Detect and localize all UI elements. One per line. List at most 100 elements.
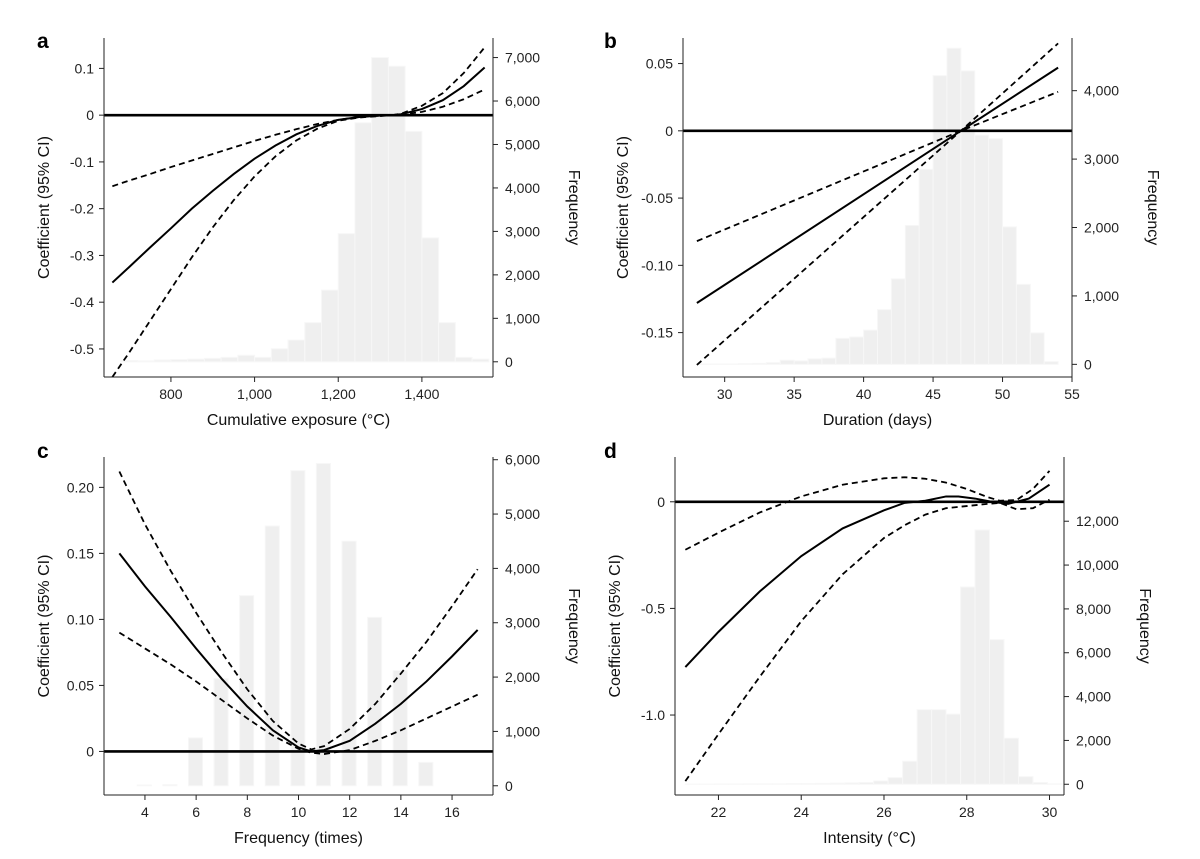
y2-tick-label: 0 — [1084, 356, 1092, 372]
y2-axis-title: Frequency — [1144, 170, 1161, 246]
histogram-bar — [890, 278, 906, 365]
histogram-bar — [945, 713, 962, 785]
histogram-bar — [454, 356, 473, 363]
histogram-bar — [765, 362, 781, 365]
histogram-bar — [387, 65, 406, 363]
histogram-bar — [974, 134, 990, 365]
ci-series-line — [684, 498, 1050, 782]
histogram-bar — [858, 782, 875, 785]
y2-tick-label: 4,000 — [1084, 83, 1119, 99]
y2-tick-label: 5,000 — [505, 506, 540, 522]
histogram-bar — [162, 784, 178, 787]
histogram-bar — [1032, 782, 1048, 785]
histogram-bar — [751, 362, 767, 365]
y2-tick-label: 0 — [1076, 776, 1084, 792]
y2-axis-title: Frequency — [565, 588, 582, 664]
histogram-d — [684, 529, 1063, 785]
y2-tick-label: 5,000 — [505, 136, 540, 152]
y-tick-label: -0.4 — [70, 294, 94, 310]
y-axis-title: Coefficient (95% CI) — [36, 555, 53, 698]
y-tick-label: -0.5 — [70, 341, 94, 357]
histogram-bar — [237, 354, 256, 363]
histogram-bar — [904, 224, 920, 365]
x-tick-label: 800 — [159, 386, 183, 402]
histogram-bar — [203, 357, 222, 363]
ci-series-line — [111, 88, 486, 378]
x-tick-label: 4 — [141, 804, 149, 820]
x-tick-label: 35 — [786, 386, 802, 402]
x-tick-label: 10 — [291, 804, 307, 820]
histogram-bar — [136, 784, 152, 787]
y-tick-label: 0.1 — [75, 60, 95, 76]
y-tick-label: 0.10 — [67, 611, 94, 627]
histogram-bar — [120, 359, 138, 363]
y-tick-label: -0.10 — [641, 257, 673, 273]
y2-tick-label: 0 — [505, 354, 513, 370]
x-tick-label: 14 — [393, 804, 409, 820]
histogram-bar — [187, 358, 205, 363]
histogram-bar — [877, 309, 892, 365]
histogram-bar — [290, 470, 306, 787]
y2-tick-label: 12,000 — [1076, 513, 1119, 529]
y-tick-label: 0.15 — [67, 545, 94, 561]
histogram-bar — [988, 138, 1004, 365]
histogram-bar — [849, 336, 865, 365]
ci-series-line — [112, 46, 486, 188]
histogram-bar — [371, 57, 389, 363]
x-tick-label: 24 — [793, 804, 809, 820]
y-tick-label: 0.05 — [67, 677, 94, 693]
y2-tick-label: 2,000 — [1076, 732, 1111, 748]
histogram-bar — [421, 237, 440, 363]
histogram-bar — [404, 130, 423, 363]
histogram-bar — [153, 359, 172, 363]
y-tick-label: 0 — [86, 107, 94, 123]
panel-a: 800 1,000 1,200 1,400 0.1 0 -0.1 -0.2 -0.3 -0.4 -0… — [36, 30, 582, 429]
histogram-bar — [974, 529, 991, 785]
x-tick-label: 28 — [959, 804, 975, 820]
histogram-bar — [1002, 226, 1017, 365]
y2-tick-label: 2,000 — [505, 267, 540, 283]
y2-axis-title: Frequency — [565, 170, 582, 246]
histogram-bar — [887, 777, 904, 785]
y-tick-label: 0 — [86, 743, 94, 759]
y2-axis-title: Frequency — [1136, 588, 1153, 664]
y-tick-label: 0 — [657, 494, 665, 510]
coefficient-series-line — [118, 552, 479, 753]
histogram-bar — [1043, 361, 1059, 365]
histogram-bar — [220, 356, 239, 363]
x-tick-label: 30 — [1042, 804, 1058, 820]
histogram-bar — [873, 780, 889, 785]
ci-series-line — [684, 470, 1051, 551]
y2-tick-label: 3,000 — [505, 615, 540, 631]
coefficient-series-line — [111, 66, 486, 284]
panel-b: 30 35 40 45 50 55 0.05 0 -0.05 -0.10 -0.15 0 1,000 2,… — [604, 30, 1161, 429]
histogram-bar — [918, 168, 934, 365]
histogram-bar — [960, 70, 976, 365]
histogram-bar — [287, 339, 306, 363]
panel-c: 4 6 8 10 12 14 16 0.20 0.15 0.10 0.05 0 0 1,000 2,000 3… — [36, 440, 582, 847]
x-tick-label: 1,000 — [237, 386, 272, 402]
x-tick-label: 50 — [995, 386, 1011, 402]
histogram-bar — [354, 122, 373, 363]
histogram-bar — [779, 359, 795, 365]
x-tick-label: 1,200 — [321, 386, 356, 402]
y2-tick-label: 1,000 — [1084, 288, 1119, 304]
histogram-bar — [315, 463, 331, 787]
x-tick-label: 22 — [711, 804, 727, 820]
histogram-bar — [738, 363, 753, 365]
histogram-bar — [1029, 332, 1045, 365]
histogram-bar — [800, 783, 817, 785]
histogram-bar — [931, 709, 947, 785]
histogram-bar — [264, 525, 280, 787]
y-tick-label: 0.20 — [67, 479, 94, 495]
histogram-bar — [1017, 776, 1034, 785]
histogram-bar — [337, 233, 356, 363]
x-axis-title: Cumulative exposure (°C) — [207, 412, 390, 429]
x-tick-label: 1,400 — [404, 386, 439, 402]
y2-tick-label: 3,000 — [505, 223, 540, 239]
histogram-bar — [960, 586, 976, 785]
histogram-b — [696, 47, 1059, 365]
histogram-bar — [418, 761, 434, 787]
histogram-bar — [438, 322, 456, 363]
